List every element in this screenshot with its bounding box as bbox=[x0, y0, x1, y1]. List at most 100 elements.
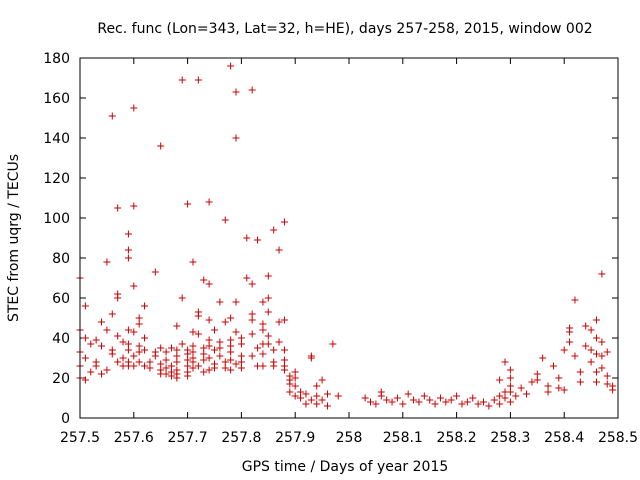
data-point bbox=[506, 382, 514, 390]
data-point bbox=[506, 388, 514, 396]
data-point bbox=[571, 296, 579, 304]
data-point bbox=[98, 370, 106, 378]
data-point bbox=[302, 390, 310, 398]
data-point bbox=[463, 398, 471, 406]
data-point bbox=[474, 400, 482, 408]
data-point bbox=[264, 332, 272, 340]
data-point bbox=[560, 386, 568, 394]
data-point bbox=[237, 334, 245, 342]
data-point bbox=[512, 392, 520, 400]
data-point bbox=[592, 368, 600, 376]
data-point bbox=[194, 312, 202, 320]
data-point bbox=[108, 310, 116, 318]
x-tick-label: 257.7 bbox=[168, 430, 208, 446]
data-point bbox=[194, 76, 202, 84]
data-point bbox=[162, 364, 170, 372]
data-point bbox=[130, 202, 138, 210]
y-tick-label: 80 bbox=[52, 251, 70, 267]
data-point bbox=[232, 88, 240, 96]
data-point bbox=[200, 344, 208, 352]
x-tick-label: 257.9 bbox=[275, 430, 315, 446]
data-point bbox=[490, 396, 498, 404]
data-point bbox=[592, 334, 600, 342]
data-point bbox=[248, 316, 256, 324]
data-point bbox=[167, 362, 175, 370]
data-point bbox=[291, 374, 299, 382]
data-point bbox=[151, 268, 159, 276]
data-point bbox=[415, 398, 423, 406]
data-point bbox=[173, 352, 181, 360]
data-point bbox=[98, 318, 106, 326]
data-point bbox=[141, 362, 149, 370]
data-point bbox=[523, 390, 531, 398]
data-point bbox=[81, 354, 89, 362]
data-point bbox=[205, 198, 213, 206]
data-point bbox=[114, 204, 122, 212]
data-point bbox=[221, 364, 229, 372]
data-point bbox=[254, 236, 262, 244]
data-point bbox=[205, 280, 213, 288]
data-point bbox=[98, 342, 106, 350]
data-point bbox=[329, 340, 337, 348]
data-point bbox=[426, 396, 434, 404]
data-point bbox=[566, 338, 574, 346]
data-point bbox=[189, 258, 197, 266]
data-point bbox=[221, 318, 229, 326]
data-point bbox=[270, 362, 278, 370]
data-point bbox=[103, 326, 111, 334]
data-point bbox=[173, 346, 181, 354]
data-point bbox=[130, 328, 138, 336]
data-point bbox=[264, 294, 272, 302]
data-point bbox=[157, 360, 165, 368]
x-axis-label: GPS time / Days of year 2015 bbox=[242, 459, 449, 475]
data-point bbox=[307, 396, 315, 404]
data-point bbox=[243, 234, 251, 242]
data-point bbox=[420, 392, 428, 400]
data-point bbox=[130, 104, 138, 112]
data-point bbox=[216, 338, 224, 346]
data-point bbox=[124, 230, 132, 238]
data-point bbox=[114, 332, 122, 340]
data-point bbox=[603, 348, 611, 356]
plot-frame bbox=[79, 57, 619, 419]
data-point bbox=[189, 364, 197, 372]
data-point bbox=[313, 382, 321, 390]
data-point bbox=[544, 388, 552, 396]
data-point bbox=[130, 362, 138, 370]
y-tick-label: 140 bbox=[43, 131, 70, 147]
data-point bbox=[248, 310, 256, 318]
data-point bbox=[178, 76, 186, 84]
data-point bbox=[275, 246, 283, 254]
data-point bbox=[87, 368, 95, 376]
data-point bbox=[598, 352, 606, 360]
data-point bbox=[200, 368, 208, 376]
y-tick-label: 20 bbox=[52, 371, 70, 387]
data-point bbox=[141, 346, 149, 354]
data-point bbox=[237, 352, 245, 360]
data-point bbox=[576, 368, 584, 376]
data-point bbox=[496, 392, 504, 400]
data-point bbox=[178, 294, 186, 302]
data-point bbox=[323, 390, 331, 398]
data-point bbox=[598, 364, 606, 372]
data-point bbox=[598, 270, 606, 278]
data-point bbox=[146, 364, 154, 372]
data-point bbox=[393, 394, 401, 402]
data-point bbox=[248, 352, 256, 360]
data-point bbox=[286, 388, 294, 396]
data-point bbox=[205, 354, 213, 362]
data-point bbox=[108, 112, 116, 120]
data-point bbox=[388, 398, 396, 406]
data-point bbox=[135, 342, 143, 350]
data-point bbox=[184, 372, 192, 380]
data-point bbox=[506, 398, 514, 406]
data-point bbox=[232, 134, 240, 142]
x-tick-label: 258.1 bbox=[383, 430, 423, 446]
data-point bbox=[167, 344, 175, 352]
data-point bbox=[297, 394, 305, 402]
data-point bbox=[146, 358, 154, 366]
data-point bbox=[81, 376, 89, 384]
data-point bbox=[173, 322, 181, 330]
data-point bbox=[442, 398, 450, 406]
